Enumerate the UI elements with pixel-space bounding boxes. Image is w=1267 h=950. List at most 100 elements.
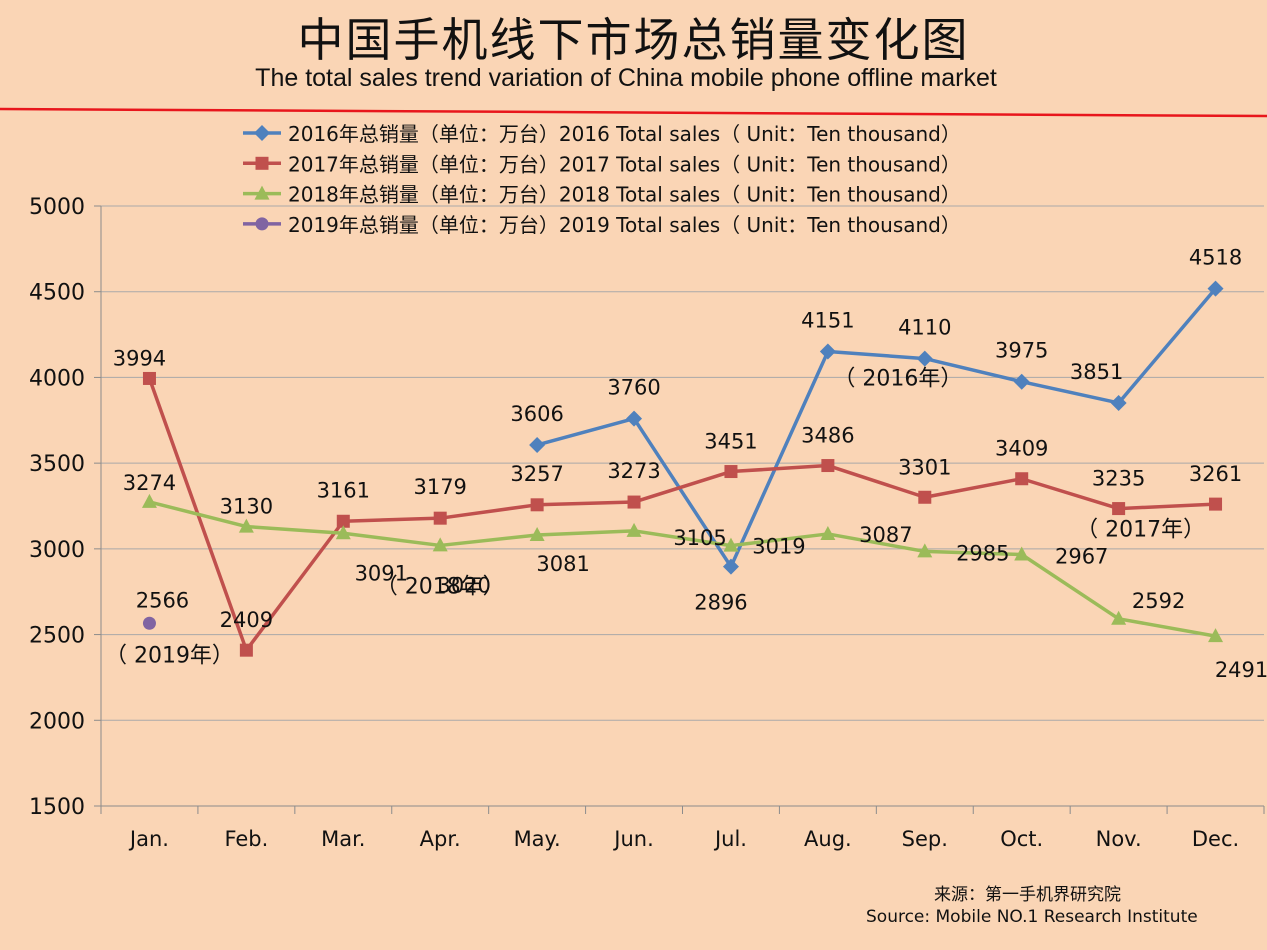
point-2018-8 [917, 543, 933, 558]
data-label-2018-3: 3020 [437, 573, 490, 597]
point-2016-4 [529, 436, 546, 453]
data-label-2017-9: 3409 [995, 437, 1048, 461]
point-2016-11 [1207, 280, 1224, 297]
legend-item-2016: 2016年总销量（单位：万台）2016 Total sales（ Unit：Te… [243, 122, 961, 146]
data-label-2017-1: 2409 [220, 608, 273, 632]
x-tick-label-11: Dec. [1192, 827, 1239, 851]
legend-label-2019: 2019年总销量（单位：万台）2019 Total sales（ Unit：Te… [288, 213, 961, 237]
point-2018-0 [141, 493, 157, 508]
point-2018-10 [1111, 610, 1127, 625]
series-line-2016 [536, 287, 1217, 569]
series-line-2018 [149, 500, 1216, 638]
data-label-2017-5: 3273 [607, 459, 660, 483]
legend-item-2019: 2019年总销量（单位：万台）2019 Total sales（ Unit：Te… [243, 213, 961, 237]
data-label-2017-8: 3301 [898, 455, 951, 479]
gridlines [101, 205, 1264, 721]
data-label-2017-2: 3161 [317, 478, 370, 502]
legend-marker-2016 [254, 125, 270, 141]
axes: 5000 4500 4000 3500 3000 2500 2000 1500 Jan. Feb.… [29, 195, 1265, 851]
legend-item-2017: 2017年总销量（单位：万台）2017 Total sales（ Unit：Te… [243, 152, 961, 176]
data-label-2018-11: 2491 [1215, 658, 1267, 682]
title-divider [0, 107, 1267, 118]
source-cn: 来源：第一手机界研究院 [934, 885, 1121, 905]
point-2018-11 [1208, 628, 1224, 643]
data-label-2016-8: 4110 [898, 316, 951, 340]
series-2018 [141, 493, 1224, 643]
data-label-2018-8: 2985 [956, 541, 1009, 565]
data-label-2016-4: 3606 [510, 402, 563, 426]
series-layer [141, 280, 1224, 657]
legend-label-2017: 2017年总销量（单位：万台）2017 Total sales（ Unit：Te… [288, 152, 961, 176]
x-tick-label-1: Feb. [224, 827, 268, 851]
series-2019 [142, 616, 156, 630]
x-tick-label-2: Mar. [321, 827, 365, 851]
point-2018-3 [432, 537, 448, 552]
data-label-2018-4: 3081 [536, 552, 589, 576]
point-2017-11 [1209, 497, 1223, 511]
point-2018-4 [529, 526, 545, 541]
point-2018-9 [1014, 546, 1030, 561]
point-2016-9 [1013, 373, 1030, 390]
y-tick-label-5000: 5000 [29, 195, 85, 220]
data-label-2019-0: 2566 [136, 588, 189, 612]
x-tick-label-0: Jan. [128, 827, 169, 851]
point-2017-6 [724, 465, 738, 479]
x-tick-label-9: Oct. [1000, 827, 1043, 851]
x-tick-label-10: Nov. [1096, 827, 1142, 851]
legend-label-2018: 2018年总销量（单位：万台）2018 Total sales（ Unit：Te… [288, 183, 961, 207]
point-2017-10 [1112, 502, 1126, 516]
data-label-2017-11: 3261 [1189, 462, 1242, 486]
data-label-2017-3: 3179 [413, 475, 466, 499]
point-2018-5 [626, 522, 642, 537]
x-tick-label-5: Jun. [612, 827, 654, 851]
y-tick-label-4000: 4000 [29, 366, 85, 391]
x-tick-label-3: Apr. [420, 827, 461, 851]
annotation-2019: （ 2019年） [105, 643, 234, 668]
x-tick-label-6: Jul. [713, 827, 747, 851]
y-tick-label-4500: 4500 [29, 281, 85, 306]
point-2017-2 [336, 514, 350, 528]
series-2017 [142, 371, 1223, 657]
legend: 2016年总销量（单位：万台）2016 Total sales（ Unit：Te… [243, 122, 961, 237]
annotation-2017: （ 2017年） [1076, 518, 1205, 543]
data-label-2018-1: 3130 [220, 495, 273, 519]
data-label-2018-0: 3274 [123, 471, 176, 495]
data-label-2018-9: 2967 [1055, 545, 1108, 569]
annotation-2018: （ 2018年） [376, 574, 505, 599]
chart-title: 中国手机线下市场总销量变化图 [297, 13, 970, 67]
point-2017-9 [1015, 472, 1029, 486]
source-en: Source: Mobile NO.1 Research Institute [866, 907, 1198, 927]
legend-item-2018: 2018年总销量（单位：万台）2018 Total sales（ Unit：Te… [243, 183, 961, 207]
legend-label-2016: 2016年总销量（单位：万台）2016 Total sales（ Unit：Te… [288, 122, 961, 146]
point-2017-5 [627, 495, 641, 509]
point-2018-2 [335, 525, 351, 540]
data-label-2016-6: 2896 [694, 591, 747, 615]
y-tick-label-3500: 3500 [29, 452, 85, 477]
data-label-2017-4: 3257 [510, 462, 563, 486]
point-2017-1 [239, 643, 253, 657]
data-label-2018-10: 2592 [1132, 589, 1185, 613]
series-line-2017 [147, 377, 1216, 652]
y-tick-label-2000: 2000 [29, 709, 85, 734]
data-label-2016-7: 4151 [801, 309, 854, 333]
point-2017-7 [821, 459, 835, 473]
series-2016 [529, 280, 1224, 575]
point-2017-4 [530, 498, 544, 512]
legend-marker-2017 [255, 156, 269, 170]
point-2018-1 [238, 518, 254, 533]
legend-marker-2019 [255, 217, 269, 231]
data-label-2016-10: 3851 [1070, 360, 1123, 384]
x-tick-label-4: May. [514, 827, 561, 851]
point-2019-0 [142, 616, 156, 630]
x-tick-label-8: Sep. [902, 827, 948, 851]
source-note: 来源：第一手机界研究院 Source: Mobile NO.1 Research… [866, 884, 1206, 928]
data-label-2018-7: 3087 [859, 523, 912, 547]
y-tick-label-3000: 3000 [29, 538, 85, 563]
y-tick-label-2500: 2500 [29, 624, 85, 649]
data-label-2018-5: 3105 [673, 526, 726, 550]
point-2016-5 [626, 410, 643, 427]
point-2017-0 [142, 371, 156, 385]
data-label-2017-10: 3235 [1092, 467, 1145, 491]
data-label-2016-9: 3975 [995, 339, 1048, 363]
